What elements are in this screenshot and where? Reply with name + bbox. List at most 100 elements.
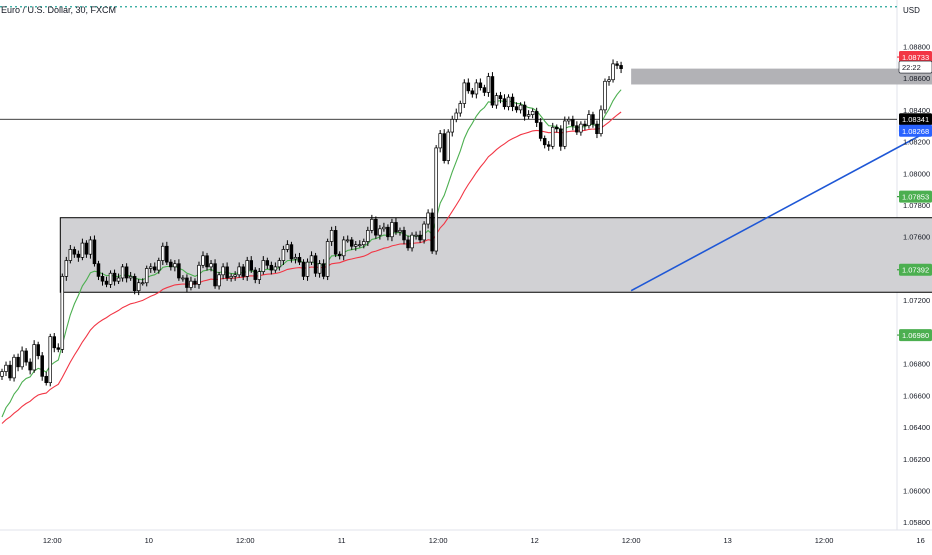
candle-body — [607, 79, 611, 82]
candle-body — [261, 260, 266, 272]
candle-body — [124, 266, 129, 279]
candle-body — [12, 356, 16, 379]
candle-body — [112, 272, 117, 282]
x-tick-label: 12:00 — [622, 536, 641, 545]
candle-body — [333, 230, 338, 255]
candle-body — [128, 276, 133, 279]
candle-body — [382, 226, 386, 230]
candle-body — [237, 266, 241, 276]
resistance-zone — [631, 68, 932, 85]
candle-body — [345, 239, 350, 242]
x-tick-label: 10 — [145, 536, 153, 545]
candle-body — [241, 266, 245, 277]
candle-body — [193, 280, 197, 285]
candle-body — [201, 255, 205, 266]
candle-body — [305, 261, 310, 277]
price-tag-order-bg — [899, 124, 932, 137]
candle-body — [518, 104, 523, 111]
candle-body — [414, 234, 418, 237]
price-tag-support: 1.07392 — [902, 266, 929, 275]
x-tick-label: 12:00 — [815, 536, 834, 545]
candle-body — [498, 95, 503, 100]
candle-body — [56, 347, 61, 350]
price-tag-support-bg — [899, 190, 932, 203]
y-tick-label: 1.08400 — [903, 106, 930, 115]
candle-body — [587, 114, 591, 127]
price-axis: 1.08800 1.08600 1.08400 1.08200 1.08000 1.078… — [898, 42, 932, 527]
candle-body — [406, 239, 410, 249]
time-axis: 12:001012:001112:001212:001312:001612:00… — [43, 536, 925, 545]
candle-body — [309, 255, 314, 263]
candle-body — [293, 257, 298, 260]
candle-body — [68, 249, 73, 261]
price-tag-support-bg — [899, 329, 932, 342]
candle-body — [289, 244, 294, 260]
candle-body — [374, 218, 378, 236]
candle-body — [337, 253, 342, 257]
candle-body — [571, 119, 575, 127]
candle-body — [96, 263, 101, 277]
candle-body — [80, 242, 85, 258]
candle-body — [599, 109, 603, 134]
candle-body — [619, 65, 623, 69]
candle-body — [269, 264, 274, 271]
candle-body — [225, 266, 229, 279]
candle-body — [181, 277, 185, 280]
candle-body — [265, 260, 270, 266]
candle-body — [559, 128, 563, 147]
candle-body — [28, 361, 32, 371]
candle-body — [366, 230, 370, 242]
candle-body — [434, 147, 438, 252]
price-tag-current-bg — [899, 113, 932, 126]
candle-body — [603, 80, 607, 111]
candle-body — [0, 371, 4, 377]
candle-body — [136, 282, 141, 292]
candle-body — [281, 249, 286, 261]
candle-body — [209, 263, 213, 268]
candle-body — [64, 260, 69, 277]
price-tag-support: 1.07853 — [902, 193, 929, 202]
candle-body — [140, 282, 145, 285]
candle-body — [108, 272, 113, 285]
candle-body — [426, 212, 430, 225]
candle-body — [418, 234, 422, 241]
candle-body — [297, 257, 302, 263]
x-tick-label: 12:00 — [429, 536, 448, 545]
candle-body — [482, 87, 487, 93]
candle-body — [575, 125, 579, 133]
ema-slow-line — [1, 111, 622, 424]
candle-body — [591, 114, 595, 125]
candle-body — [76, 253, 81, 258]
candles — [0, 59, 623, 387]
candle-body — [205, 255, 209, 268]
candle-body — [550, 126, 555, 147]
candle-body — [120, 266, 125, 279]
candle-body — [611, 63, 615, 81]
candle-body — [161, 245, 165, 261]
y-tick-label: 1.05800 — [903, 518, 930, 527]
candle-body — [60, 276, 65, 350]
candle-body — [92, 239, 97, 265]
zones — [59, 68, 932, 293]
candle-body — [362, 241, 366, 246]
y-tick-label: 1.07200 — [903, 296, 930, 305]
drawings — [630, 128, 932, 292]
candle-body — [257, 271, 262, 280]
candle-body — [494, 95, 499, 106]
candle-body — [466, 82, 471, 92]
candle-body — [132, 276, 137, 292]
x-tick-label: 12:00 — [43, 536, 62, 545]
candle-body — [177, 263, 181, 279]
candle-body — [470, 90, 475, 95]
candle-body — [221, 266, 225, 276]
candle-body — [526, 114, 531, 117]
candle-body — [52, 336, 57, 349]
symbol-title: Euro / U.S. Dollar, 30, FXCM — [1, 5, 116, 15]
candle-body — [189, 280, 193, 288]
candle-body — [506, 96, 511, 108]
candle-body — [229, 276, 233, 279]
candle-body — [349, 239, 354, 247]
currency-label[interactable]: USD — [903, 6, 920, 15]
